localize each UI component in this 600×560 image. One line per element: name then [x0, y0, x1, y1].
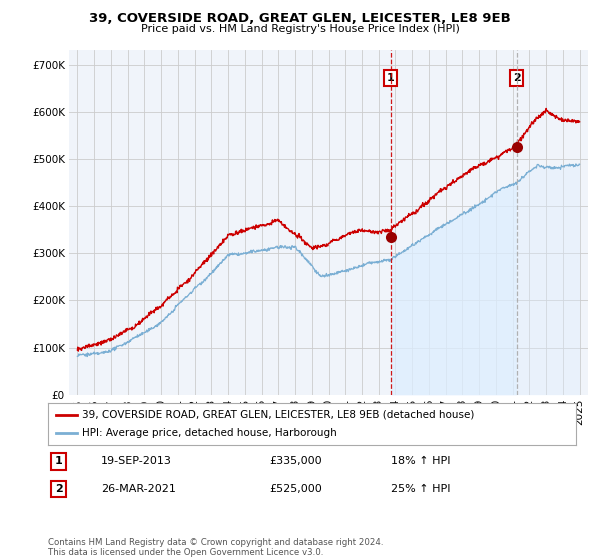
Text: Contains HM Land Registry data © Crown copyright and database right 2024.
This d: Contains HM Land Registry data © Crown c… [48, 538, 383, 557]
Text: Price paid vs. HM Land Registry's House Price Index (HPI): Price paid vs. HM Land Registry's House … [140, 24, 460, 34]
Text: 39, COVERSIDE ROAD, GREAT GLEN, LEICESTER, LE8 9EB: 39, COVERSIDE ROAD, GREAT GLEN, LEICESTE… [89, 12, 511, 25]
Text: £335,000: £335,000 [270, 456, 322, 466]
Text: 2: 2 [55, 484, 62, 494]
Text: 1: 1 [387, 73, 395, 83]
Text: 1: 1 [55, 456, 62, 466]
Text: HPI: Average price, detached house, Harborough: HPI: Average price, detached house, Harb… [82, 428, 337, 438]
Text: £525,000: £525,000 [270, 484, 323, 494]
Text: 26-MAR-2021: 26-MAR-2021 [101, 484, 176, 494]
Text: 18% ↑ HPI: 18% ↑ HPI [391, 456, 451, 466]
Text: 39, COVERSIDE ROAD, GREAT GLEN, LEICESTER, LE8 9EB (detached house): 39, COVERSIDE ROAD, GREAT GLEN, LEICESTE… [82, 410, 475, 420]
Text: 19-SEP-2013: 19-SEP-2013 [101, 456, 172, 466]
Text: 25% ↑ HPI: 25% ↑ HPI [391, 484, 451, 494]
Text: 2: 2 [512, 73, 520, 83]
